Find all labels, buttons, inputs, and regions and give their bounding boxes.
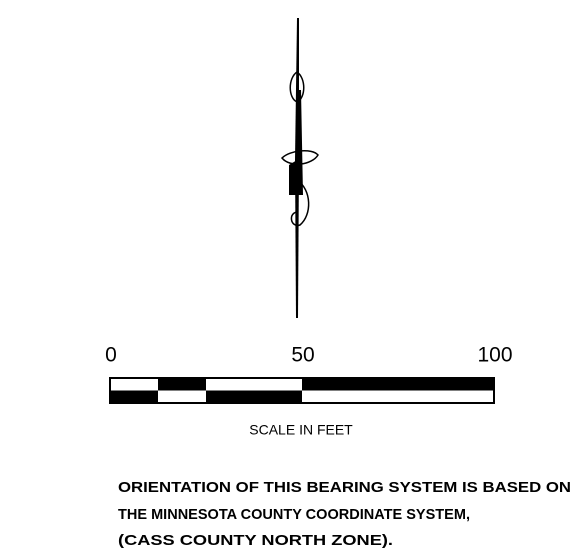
scale-bar-segment	[158, 378, 206, 391]
note-line: ORIENTATION OF THIS BEARING SYSTEM IS BA…	[118, 479, 571, 496]
scale-bar	[109, 377, 495, 404]
note-line: THE MINNESOTA COUNTY COORDINATE SYSTEM,	[118, 506, 470, 523]
scale-caption: SCALE IN FEET	[249, 422, 353, 438]
scale-bar-segment	[110, 390, 158, 403]
scale-label: 0	[105, 344, 117, 367]
north-arrow-half	[289, 90, 303, 195]
scale-bar-segment	[302, 378, 494, 391]
scale-bar-segment	[206, 390, 302, 403]
north-arrow	[280, 18, 319, 318]
scale-label: 50	[291, 344, 314, 367]
north-arrow-ornament	[290, 179, 310, 227]
note-line: (CASS COUNTY NORTH ZONE).	[118, 532, 393, 549]
scale-labels: 0 50 100	[105, 344, 512, 367]
north-arrow-ornament	[289, 71, 305, 103]
north-arrow-shaft-bottom	[295, 160, 299, 318]
scale-label: 100	[477, 344, 512, 367]
north-arrow-ornament	[280, 150, 319, 165]
